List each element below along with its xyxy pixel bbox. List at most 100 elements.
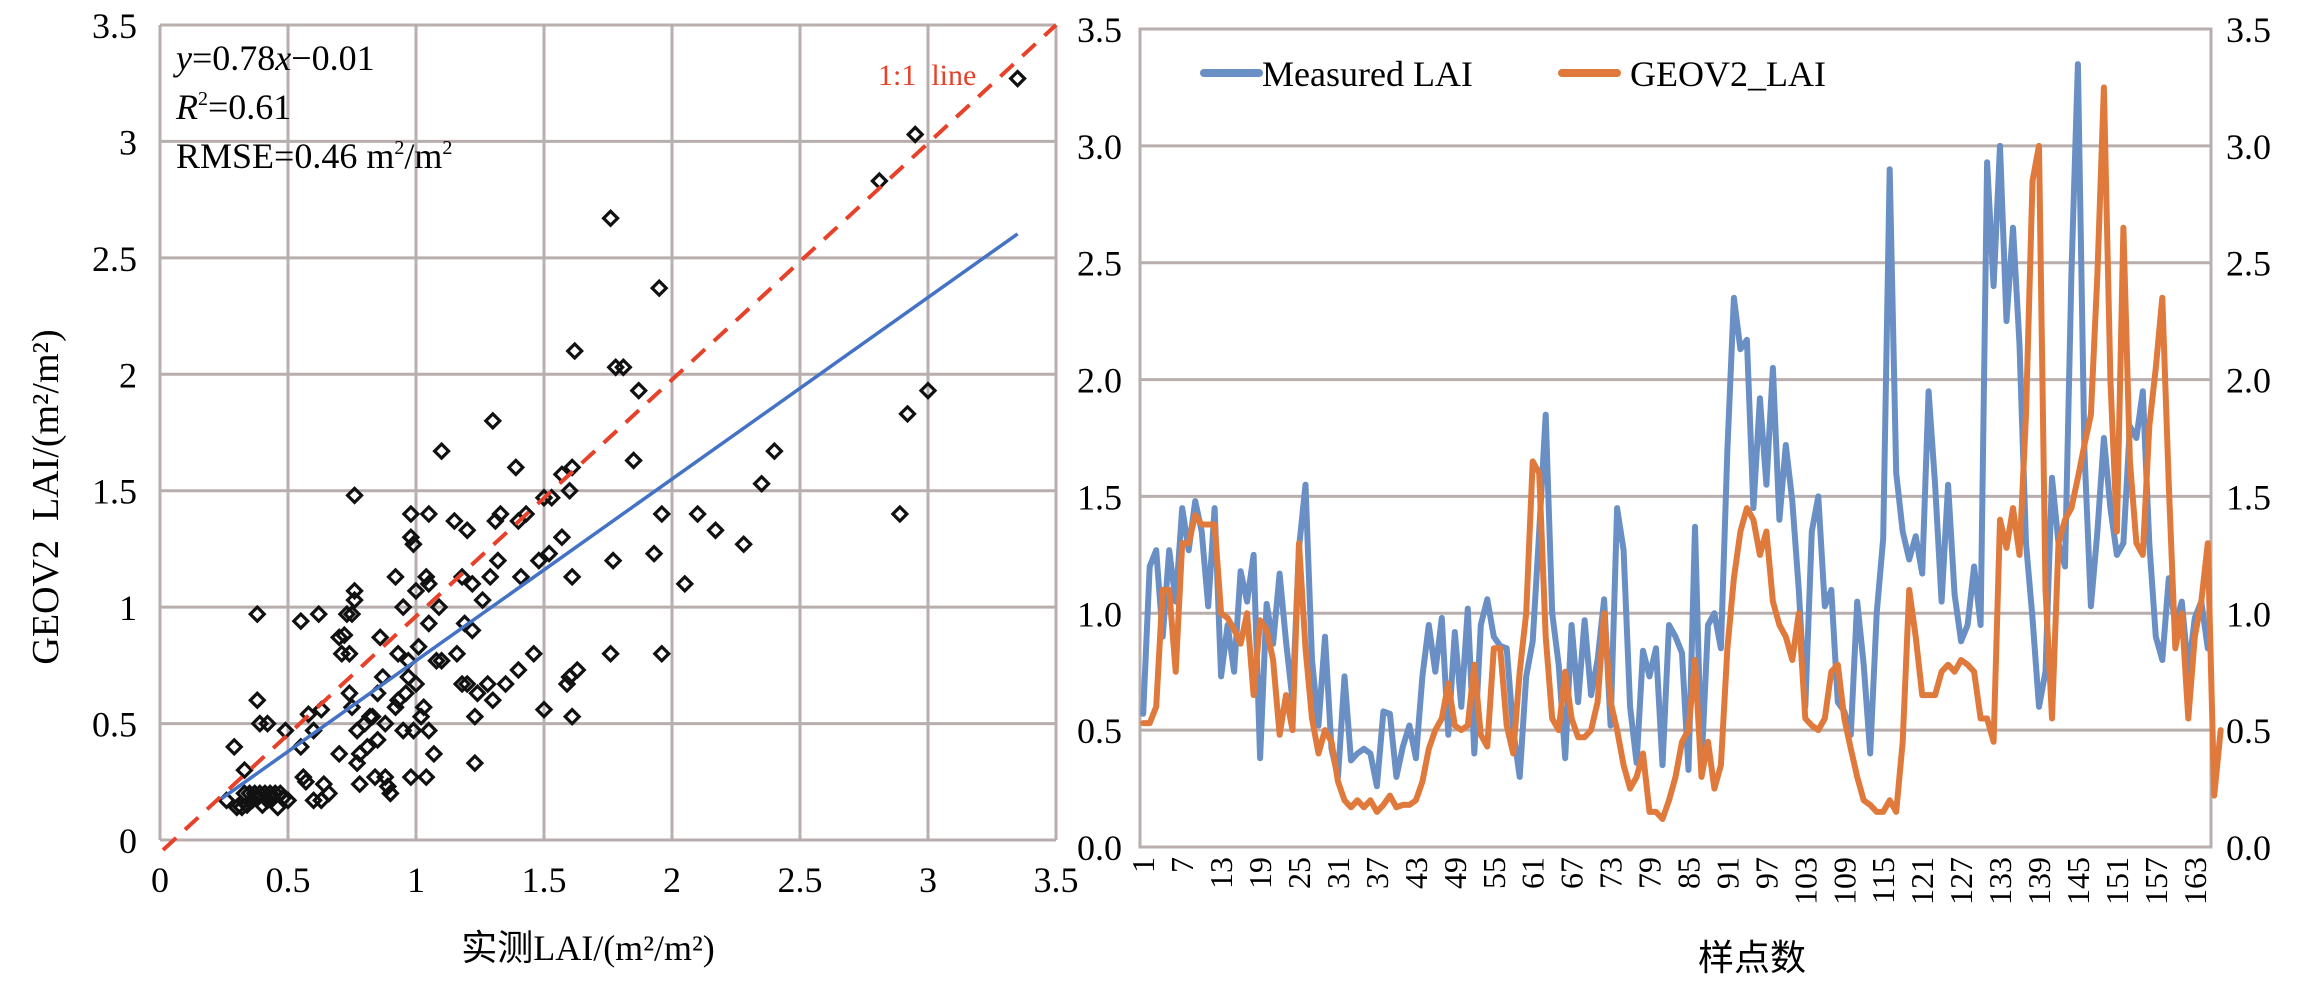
scatter-point	[488, 551, 508, 570]
scatter-point	[445, 511, 464, 531]
scatter-point	[424, 744, 444, 764]
scatter-point	[258, 714, 277, 733]
line-chart-x-tick-label: 121	[1904, 857, 1940, 905]
scatter-point	[534, 700, 554, 719]
line-chart-x-tick-label: 73	[1593, 857, 1629, 889]
scatter-point	[237, 795, 257, 815]
scatter-point	[370, 628, 390, 647]
line-chart-x-tick-label: 25	[1281, 857, 1317, 889]
scatter-point	[688, 504, 707, 524]
scatter-point	[314, 774, 334, 794]
r-squared-r: R	[175, 87, 198, 127]
scatter-point	[565, 341, 584, 361]
one-to-one-line	[161, 23, 1058, 852]
scatter-point	[918, 381, 938, 400]
scatter-point	[516, 504, 536, 524]
scatter-point	[457, 674, 477, 694]
scatter-x-tick-labels: 0 0.5 1 1.5 2 2.5 3 3.5	[151, 860, 1079, 900]
scatter-point	[337, 604, 357, 624]
line-chart-plot-border	[1138, 27, 2213, 849]
scatter-point	[396, 684, 416, 703]
line-chart-left-y-tick-label: 1.5	[1077, 477, 1122, 517]
scatter-point	[734, 535, 753, 554]
scatter-y-tick-label: 3	[119, 122, 137, 162]
scatter-y-tick-label: 0	[119, 821, 137, 861]
scatter-chart: 0 0.5 1 1.5 2 2.5 3 3.5 0 0.5 1 1.5 2 2.5 3 3.5 y=0.78…	[25, 6, 1079, 968]
rmse-mid: /m	[404, 136, 442, 176]
series-line-measured-lai	[1140, 61, 2211, 790]
line-chart-x-tick-labels: 1 7 13 19 25 31 37 43 49 55 61 67 73 79 85 91 97 103 109 11…	[1125, 857, 2213, 905]
scatter-point	[278, 791, 298, 810]
line-chart-x-tick-label: 109	[1826, 857, 1862, 905]
scatter-point	[601, 644, 620, 663]
line-chart-left-y-tick-label: 2.0	[1077, 361, 1122, 401]
scatter-point	[381, 784, 400, 803]
line-chart-x-tick-label: 67	[1554, 857, 1590, 889]
scatter-point	[363, 707, 382, 726]
line-chart-x-tick-label: 139	[2021, 857, 2057, 905]
line-chart-right-y-tick-label: 3.0	[2226, 127, 2271, 167]
line-chart-left-y-tick-label: 3.5	[1077, 10, 1122, 50]
scatter-point	[473, 590, 492, 610]
regression-equation: y=0.78x−0.01	[173, 38, 375, 78]
scatter-point	[603, 551, 623, 570]
scatter-point	[248, 604, 267, 624]
scatter-point	[299, 704, 318, 724]
scatter-point	[465, 707, 485, 726]
scatter-point	[509, 660, 528, 680]
scatter-point	[568, 660, 587, 680]
line-chart-x-tick-label: 151	[2099, 857, 2135, 905]
scatter-point	[419, 614, 439, 633]
scatter-point	[652, 644, 672, 663]
scatter-point	[319, 784, 339, 803]
rmse: RMSE=0.46 m2/m2	[176, 136, 452, 176]
rmse-text: RMSE=0.46 m	[176, 136, 394, 176]
scatter-points	[217, 69, 1027, 817]
scatter-point	[406, 674, 426, 694]
scatter-point	[898, 404, 917, 424]
scatter-point	[329, 744, 349, 764]
line-chart-right-y-tick-label: 0.5	[2226, 711, 2271, 751]
scatter-x-tick-label: 2.5	[778, 860, 823, 900]
scatter-grid	[158, 23, 1058, 842]
scatter-point	[511, 567, 531, 587]
scatter-x-tick-label: 3	[919, 860, 937, 900]
scatter-point	[235, 760, 254, 780]
scatter-point	[296, 772, 316, 792]
scatter-point	[401, 528, 421, 547]
scatter-point	[309, 604, 328, 624]
scatter-point	[224, 737, 244, 757]
line-chart-left-y-tick-label: 0.0	[1077, 828, 1122, 868]
scatter-point	[1008, 69, 1027, 88]
series-line-geov2-lai	[1140, 84, 2224, 822]
scatter-point	[342, 604, 362, 624]
rmse-sup1: 2	[394, 137, 404, 159]
scatter-point	[675, 574, 695, 594]
line-chart-x-tick-label: 1	[1125, 857, 1161, 873]
scatter-point	[524, 644, 544, 663]
scatter-x-axis-title: 实测LAI/(m²/m²)	[461, 928, 715, 968]
line-chart-x-tick-label: 127	[1943, 857, 1979, 905]
legend-label-measured: Measured LAI	[1262, 54, 1473, 94]
scatter-point	[248, 691, 267, 710]
scatter-point	[483, 691, 503, 710]
line-chart-x-tick-label: 79	[1632, 857, 1668, 889]
line-chart-right-y-tick-label: 1.0	[2226, 594, 2271, 634]
legend-label-geov2: GEOV2_LAI	[1630, 54, 1826, 94]
scatter-point	[491, 504, 510, 524]
line-chart-x-tick-label: 115	[1865, 857, 1901, 904]
scatter-point	[253, 795, 272, 815]
line-chart-grid	[1138, 27, 2213, 849]
scatter-point	[429, 597, 449, 617]
scatter-point	[506, 458, 526, 477]
scatter-point	[562, 567, 582, 587]
scatter-point	[905, 125, 925, 144]
line-chart-x-tick-label: 49	[1437, 857, 1473, 889]
scatter-point	[368, 730, 387, 750]
scatter-point	[652, 504, 672, 524]
scatter-y-tick-label: 2	[119, 355, 137, 395]
scatter-point	[345, 581, 364, 601]
scatter-point	[386, 698, 405, 717]
scatter-point	[265, 784, 285, 803]
